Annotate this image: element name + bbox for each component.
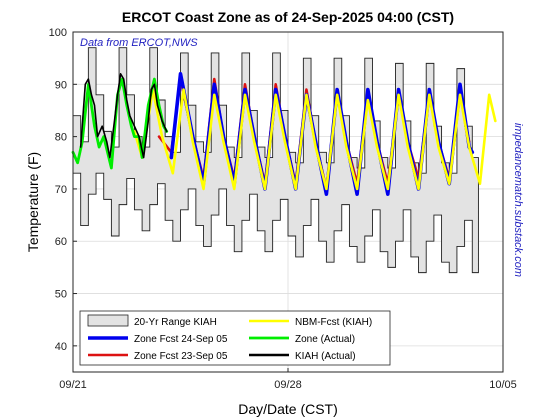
legend-label-20-yr-range-kiah: 20-Yr Range KIAH	[134, 317, 217, 328]
x-tick-label: 10/05	[489, 379, 517, 391]
legend-label-zone-fcst-24-sep-05: Zone Fcst 24-Sep 05	[134, 334, 228, 345]
y-axis-label: Temperature (F)	[25, 152, 41, 252]
legend-label-nbm-fcst-kiah: NBM-Fcst (KIAH)	[295, 317, 372, 328]
y-tick-label: 40	[55, 341, 67, 353]
chart-title: ERCOT Coast Zone as of 24-Sep-2025 04:00…	[122, 9, 454, 25]
legend-label-zone-actual: Zone (Actual)	[295, 334, 355, 345]
series-line-nbm-fcst-kiah	[133, 88, 497, 191]
x-tick-label: 09/21	[59, 379, 87, 391]
y-tick-label: 80	[55, 132, 67, 144]
legend-label-zone-fcst-23-sep-05: Zone Fcst 23-Sep 05	[134, 351, 228, 362]
legend-box	[79, 310, 391, 366]
y-tick-label: 60	[55, 236, 67, 248]
y-tick-label: 50	[55, 289, 67, 301]
y-tick-label: 90	[55, 79, 67, 91]
legend-swatch-range	[87, 314, 129, 327]
x-axis-label: Day/Date (CST)	[238, 401, 338, 417]
y-tick-label: 100	[49, 27, 67, 39]
side-note: impedancematch.substack.com	[512, 123, 524, 277]
x-tick-label: 09/28	[274, 379, 302, 391]
y-tick-label: 70	[55, 184, 67, 196]
axis-ticks: 40 50 60 70 80 90 100 09/21 09/28 10/05	[49, 27, 517, 391]
plot-marks	[71, 47, 497, 274]
source-note: Data from ERCOT,NWS	[80, 37, 198, 49]
legend: 20-Yr Range KIAH Zone Fcst 24-Sep 05 Zone …	[79, 310, 391, 366]
legend-label-kiah-actual: KIAH (Actual)	[295, 351, 356, 362]
series-line-kiah-actual	[79, 73, 168, 159]
series-line-zone-actual	[71, 77, 169, 170]
